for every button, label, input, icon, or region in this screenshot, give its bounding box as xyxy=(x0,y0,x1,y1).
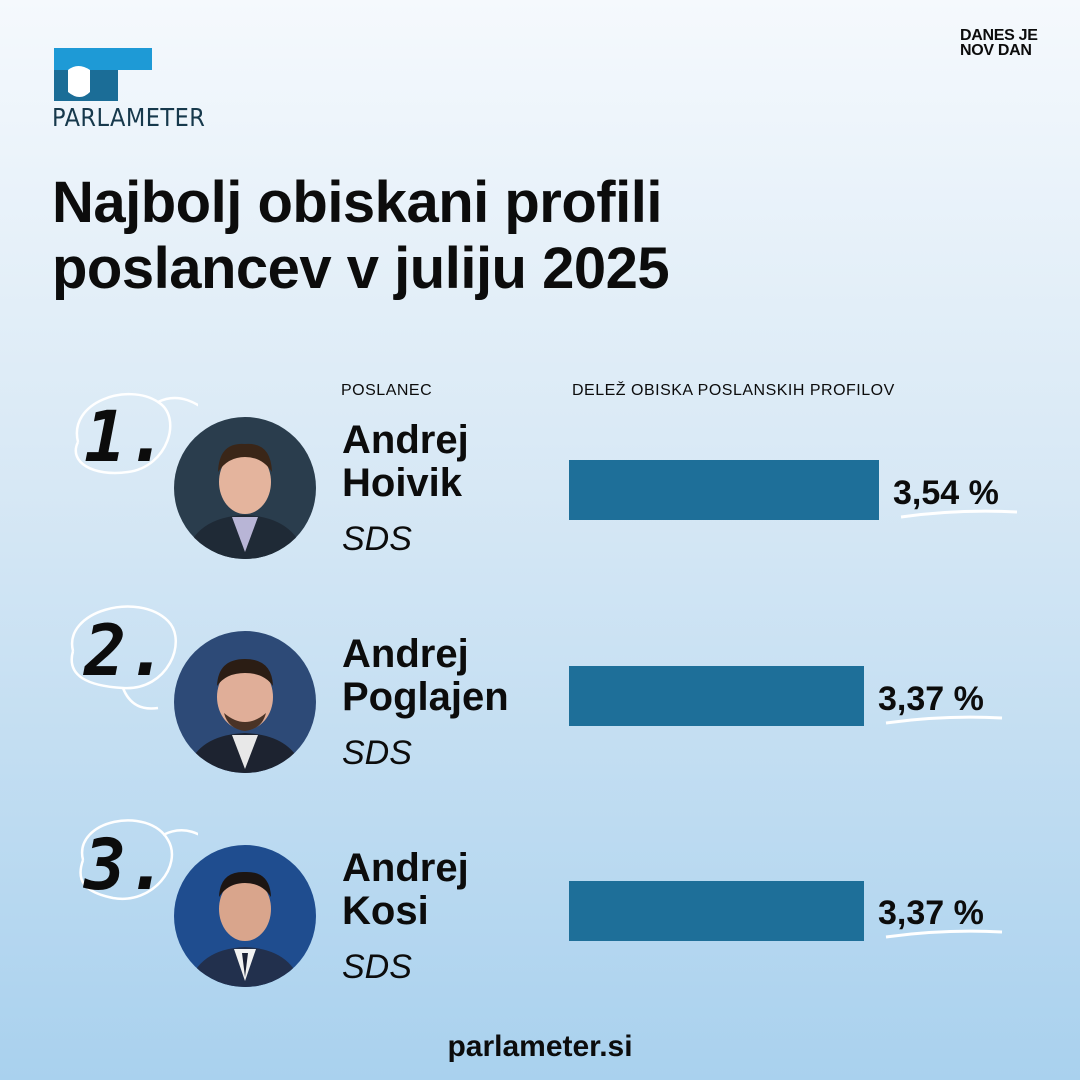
avatar xyxy=(174,631,316,773)
avatar xyxy=(174,417,316,559)
corner-brand-line1: DANES JE xyxy=(960,27,1038,44)
value-underline-doodle xyxy=(885,715,1003,725)
parlameter-logo xyxy=(54,48,152,101)
corner-brand-line2: NOV DAN xyxy=(960,42,1032,59)
page-title: Najbolj obiskani profili poslancev v jul… xyxy=(52,170,952,302)
corner-brand: DANES JE NOV DAN xyxy=(960,27,1038,59)
bar-value-label: 3,54 % xyxy=(893,474,999,512)
mp-party: SDS xyxy=(342,734,412,772)
title-line2: poslancev v juliju 2025 xyxy=(52,236,670,301)
bar xyxy=(569,460,879,520)
mp-party: SDS xyxy=(342,520,412,558)
mp-last-name: Kosi xyxy=(342,889,429,933)
logo-wordmark: PARLAMETER xyxy=(52,103,206,132)
mp-last-name: Poglajen xyxy=(342,675,509,719)
footer-url[interactable]: parlameter.si xyxy=(447,1030,633,1063)
mp-first-name: Andrej xyxy=(342,632,469,676)
value-underline-doodle xyxy=(900,509,1018,519)
ranking-row: 2. Andrej Poglajen SDS 3,37 % xyxy=(0,605,1080,831)
rank-circle-doodle xyxy=(70,605,177,710)
mp-first-name: Andrej xyxy=(342,846,469,890)
rank-number: 3. xyxy=(84,824,169,906)
mp-party: SDS xyxy=(342,948,412,986)
mp-name: Andrej Poglajen xyxy=(342,633,509,719)
avatar xyxy=(174,845,316,987)
bar-value-label: 3,37 % xyxy=(878,680,984,718)
column-header-mp: POSLANEC xyxy=(341,382,433,399)
mp-first-name: Andrej xyxy=(342,418,469,462)
bar-value-label: 3,37 % xyxy=(878,894,984,932)
ranking-row: 1. Andrej Hoivik SDS 3,54 % xyxy=(0,392,1080,617)
bar xyxy=(569,666,864,726)
mp-name: Andrej Kosi xyxy=(342,847,469,933)
rank-number: 2. xyxy=(84,610,169,692)
mp-last-name: Hoivik xyxy=(342,461,463,505)
title-line1: Najbolj obiskani profili xyxy=(52,170,662,235)
bar xyxy=(569,881,864,941)
value-underline-doodle xyxy=(885,929,1003,939)
ranking-row: 3. Andrej Kosi SDS 3,37 % xyxy=(0,819,1080,1045)
rank-circle-doodle xyxy=(74,392,198,475)
rank-circle-doodle xyxy=(79,819,198,901)
mp-name: Andrej Hoivik xyxy=(342,419,469,505)
rank-number: 1. xyxy=(84,396,169,478)
column-header-share: DELEŽ OBISKA POSLANSKIH PROFILOV xyxy=(572,382,895,399)
